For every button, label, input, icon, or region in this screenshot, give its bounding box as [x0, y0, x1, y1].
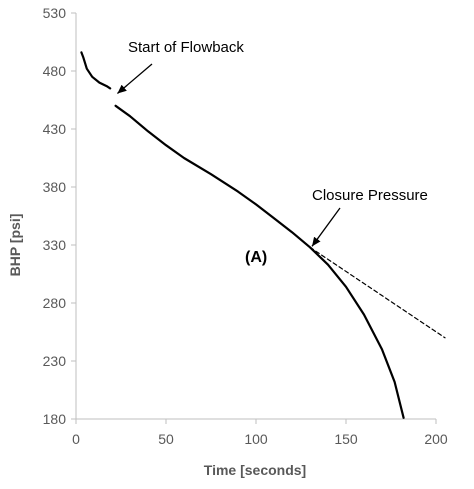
y-tick-label: 380	[43, 179, 67, 195]
annotation-a: (A)	[245, 249, 267, 266]
y-tick-label: 480	[43, 63, 67, 79]
x-axis-title: Time [seconds]	[204, 462, 306, 478]
annotation-start-of-flowback: Start of Flowback	[128, 39, 244, 56]
annotation-closure-pressure: Closure Pressure	[312, 187, 428, 204]
y-tick-label: 330	[43, 237, 67, 253]
bhp-line-segment-1	[80, 51, 112, 90]
series-layer	[80, 51, 446, 419]
x-tick-label: 100	[244, 431, 268, 447]
x-tick-label: 0	[72, 431, 80, 447]
y-tick-label: 530	[43, 5, 67, 21]
y-tick-label: 180	[43, 411, 67, 427]
x-tick-label: 150	[334, 431, 358, 447]
extrapolation-line	[309, 246, 446, 339]
bhp-line-segment-2	[114, 104, 405, 419]
y-tick-label: 430	[43, 121, 67, 137]
y-tick-label: 280	[43, 295, 67, 311]
arrow-start-of-flowback	[116, 63, 153, 95]
y-tick-label: 230	[43, 353, 67, 369]
y-axis-title: BHP [psi]	[7, 214, 23, 277]
x-tick-label: 50	[158, 431, 174, 447]
axes	[71, 12, 437, 424]
tick-labels: 180 230 280 330 380 430 480 530 0 50 100 150 200	[43, 5, 448, 447]
arrow-closure-pressure	[311, 207, 341, 247]
x-tick-label: 200	[424, 431, 448, 447]
